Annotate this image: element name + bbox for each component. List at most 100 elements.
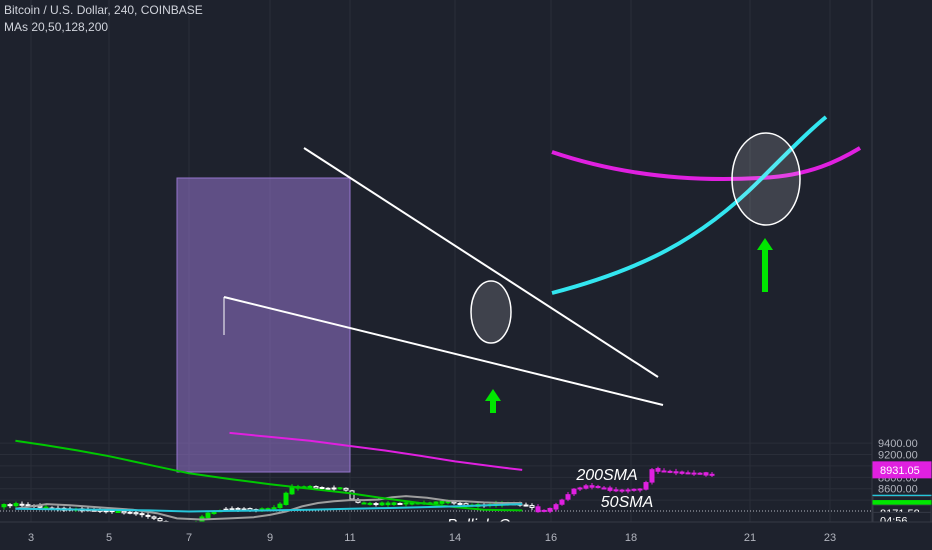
candle-body — [565, 494, 571, 500]
candle-body — [283, 492, 289, 505]
candle-body — [631, 488, 637, 491]
arrow-up-icon-large-shaft-ext — [762, 250, 768, 292]
candle-body — [13, 503, 19, 507]
candle-body — [289, 486, 295, 495]
candle-body — [1, 504, 7, 508]
projected-50sma-curve — [551, 115, 828, 295]
series-ma-20 — [15, 495, 523, 521]
arrow-up-icon-shaft — [490, 400, 496, 413]
x-tick-label: 18 — [625, 532, 637, 544]
candle-body — [559, 499, 565, 505]
candle-body — [691, 472, 697, 475]
x-tick-label: 14 — [449, 532, 461, 544]
upper-trendline — [303, 147, 659, 378]
series-ma-50 — [15, 439, 523, 512]
candle-body — [697, 472, 703, 475]
candle-body — [523, 504, 529, 507]
candle-body — [553, 504, 559, 510]
candle-body — [607, 487, 613, 491]
candle-body — [361, 502, 367, 505]
candle-body — [229, 508, 235, 511]
lower-trendline — [223, 296, 664, 406]
x-tick-label: 5 — [106, 532, 112, 544]
candle-body — [139, 513, 145, 516]
y-axis-panel — [872, 0, 932, 550]
candle-body — [613, 489, 619, 492]
candle-body — [541, 509, 547, 512]
candle-body — [649, 469, 655, 483]
candle-body — [319, 487, 325, 490]
candle-body — [643, 482, 649, 490]
y-tick-label: 9200.00 — [878, 450, 918, 462]
candle-body — [379, 502, 385, 506]
cross-ellipse-small — [470, 280, 512, 344]
arrow-up-icon-large-head — [757, 238, 773, 250]
candle-body — [157, 518, 163, 522]
candle-body — [673, 471, 679, 474]
candle-body — [19, 503, 25, 506]
x-tick-label: 3 — [28, 532, 34, 544]
x-axis-panel — [0, 522, 932, 550]
arrow-up-icon-head — [485, 389, 501, 401]
candle-body — [457, 502, 463, 505]
x-tick-label: 7 — [186, 532, 192, 544]
annotation-label: 50SMA — [601, 494, 653, 511]
candle-body — [679, 471, 685, 474]
candle-body — [127, 511, 133, 514]
candle-body — [661, 470, 667, 473]
candle-body — [667, 470, 673, 473]
candle-body — [529, 505, 535, 508]
candle-body — [373, 503, 379, 506]
candle-body — [433, 501, 439, 504]
y-tick-label: 9400.00 — [878, 438, 918, 450]
x-tick-label: 11 — [344, 532, 355, 544]
candle-body — [589, 485, 595, 488]
candle-body — [271, 507, 277, 510]
candle-body — [391, 502, 397, 505]
candle-body — [235, 507, 241, 511]
candle-body — [133, 512, 139, 515]
candle-body — [325, 487, 331, 490]
annotation-label: 200SMA — [575, 467, 637, 484]
candle-body — [277, 503, 283, 509]
candle-body — [571, 488, 577, 495]
candle-body — [619, 489, 625, 492]
x-tick-label: 23 — [824, 532, 836, 544]
candle-body — [43, 506, 49, 509]
candle-body — [121, 510, 127, 514]
x-tick-label: 9 — [267, 532, 273, 544]
candle-body — [403, 502, 409, 505]
candle-body — [439, 500, 445, 504]
candle-body — [685, 472, 691, 475]
candle-body — [547, 507, 553, 512]
candle-body — [535, 506, 541, 513]
price-tag-label: 8931.05 — [880, 465, 920, 477]
x-tick-label: 16 — [545, 532, 557, 544]
indicator-legend: MAs 20,50,128,200 — [4, 20, 109, 34]
candle-body — [7, 504, 13, 507]
candle-body — [655, 468, 661, 472]
cross-ellipse-large — [731, 132, 801, 226]
candle-body — [205, 512, 211, 519]
candle-body — [409, 502, 415, 505]
candle-body — [595, 485, 601, 489]
x-tick-label: 21 — [744, 532, 756, 544]
candle-body — [577, 487, 583, 490]
candle-body — [601, 487, 607, 490]
candle-body — [637, 488, 643, 491]
candle-body — [367, 502, 373, 505]
chart-title: Bitcoin / U.S. Dollar, 240, COINBASE — [4, 3, 203, 17]
projected-200sma-curve — [551, 146, 862, 182]
candle-body — [349, 490, 355, 500]
candle-body — [583, 485, 589, 489]
candle-body — [151, 516, 157, 519]
candle-body — [313, 486, 319, 489]
candle-body — [145, 514, 151, 517]
candle-body — [709, 473, 715, 476]
series-ma-200 — [229, 431, 523, 471]
series-ma-128 — [15, 503, 523, 513]
candle-body — [115, 511, 121, 514]
price-tag — [872, 461, 932, 479]
